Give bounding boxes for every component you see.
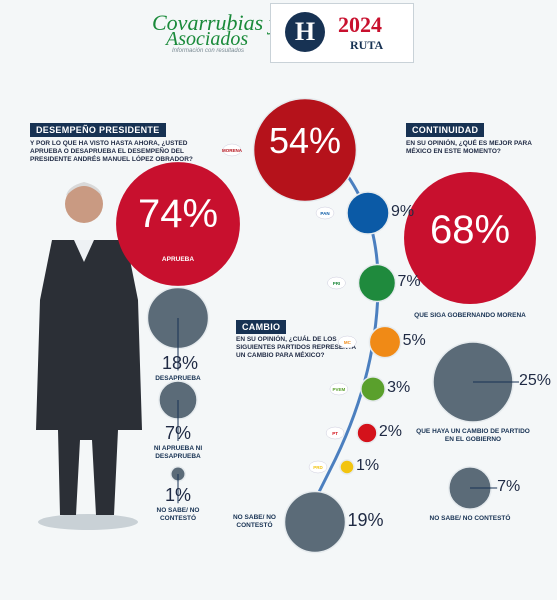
label-desempeno-3: NO SABE/ NO CONTESTÓ — [156, 507, 200, 523]
ruta-year: 2024 — [338, 12, 382, 37]
section-title-cambio: CAMBIO — [236, 320, 287, 334]
label-continuidad-1: QUE HAYA UN CAMBIO DE PARTIDO EN EL GOBI… — [416, 428, 530, 443]
bubble-cambio-7 — [283, 490, 347, 554]
label-desempeno-2: NI APRUEBA NI DESAPRUEBA — [153, 445, 203, 461]
label-desempeno-0: APRUEBA — [161, 256, 195, 263]
section-title-desempeno: DESEMPEÑO PRESIDENTE — [30, 123, 166, 137]
question-cambio: EN SU OPINIÓN, ¿CUÁL DE LOS SIGUIENTES P… — [236, 336, 356, 359]
party-badge-label-5: PT — [332, 431, 338, 436]
question-continuidad: EN SU OPINIÓN, ¿QUÉ ES MEJOR PARA MÉXICO… — [406, 140, 532, 155]
question-desempeno: Y POR LO QUE HA VISTO HASTA AHORA, ¿USTE… — [30, 140, 193, 163]
bubble-cambio-2 — [357, 263, 397, 303]
value-cambio-1: 9% — [391, 203, 415, 220]
party-badge-2 — [327, 276, 346, 290]
bubble-desempeno-0 — [116, 162, 240, 286]
party-badge-0 — [222, 143, 242, 157]
party-badge-5 — [325, 426, 345, 440]
bubble-cambio-1 — [346, 191, 390, 235]
party-badge-label-6: PRD — [313, 465, 323, 470]
value-continuidad-2: 7% — [497, 478, 521, 495]
party-badge-6 — [308, 460, 328, 474]
value-desempeno-1: 18% — [162, 352, 199, 373]
bubble-cambio-0 — [252, 97, 358, 203]
value-cambio-6: 1% — [356, 457, 380, 474]
section-title-continuidad: CONTINUIDAD — [406, 123, 485, 137]
president-hair — [66, 182, 102, 196]
party-badge-label-2: PRI — [333, 281, 341, 286]
party-badge-4 — [329, 382, 349, 396]
value-cambio-3: 5% — [402, 332, 426, 349]
label-desempeno-1: DESAPRUEBA — [155, 374, 201, 382]
bubble-cambio-4 — [360, 376, 386, 402]
heraldo-logo-icon: H — [285, 12, 325, 52]
value-cambio-4: 3% — [387, 379, 411, 396]
value-cambio-2: 7% — [397, 273, 421, 290]
value-continuidad-1: 25% — [519, 372, 552, 389]
party-badge-label-1: PAN — [320, 211, 329, 216]
party-badge-1 — [315, 206, 335, 220]
value-cambio-5: 2% — [378, 423, 403, 440]
value-desempeno-3: 1% — [164, 485, 191, 506]
value-cambio-7: 19% — [347, 510, 384, 530]
pollster-name-line1: Covarrubias y — [152, 10, 279, 35]
ruta-label: RUTA — [350, 38, 384, 52]
value-cambio-0: 54% — [268, 120, 342, 161]
value-desempeno-2: 7% — [164, 423, 191, 444]
party-badge-label-3: MC — [344, 340, 352, 345]
label-continuidad-0: QUE SIGA GOBERNANDO MORENA — [414, 311, 526, 319]
party-badge-label-0: MORENA — [222, 148, 243, 153]
pollster-tagline: Información con resultados — [172, 48, 245, 54]
value-continuidad-0: 68% — [429, 208, 511, 252]
bubble-cambio-5 — [356, 422, 378, 444]
president-shirt — [74, 240, 94, 262]
president-head — [65, 185, 103, 223]
label-continuidad-2: NO SABE/ NO CONTESTÓ — [429, 515, 511, 523]
president-figure — [36, 240, 142, 515]
bubble-continuidad-0 — [404, 172, 536, 304]
president-shadow — [38, 514, 138, 530]
label-cambio-7: NO SABE/ NO CONTESTÓ — [232, 514, 276, 529]
party-badge-label-4: PVEM — [332, 387, 345, 392]
value-desempeno-0: 74% — [137, 192, 219, 236]
party-badge-3 — [338, 335, 357, 349]
bubble-cambio-3 — [368, 325, 402, 359]
bubble-cambio-6 — [339, 459, 355, 475]
pollster-name-line2: Asociados — [166, 28, 249, 50]
